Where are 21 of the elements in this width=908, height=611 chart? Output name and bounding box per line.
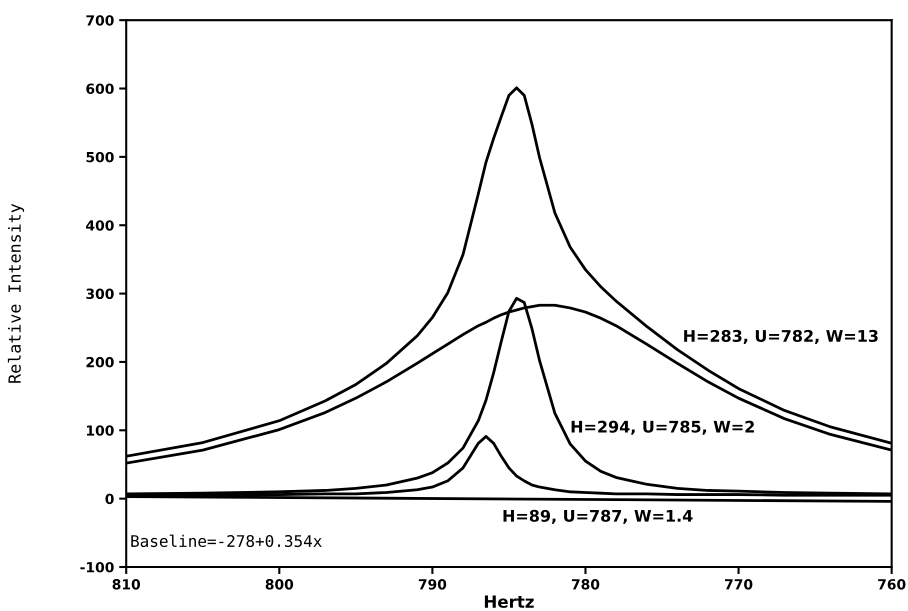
y-tick-label: 300	[86, 288, 114, 300]
y-tick-label: 100	[86, 425, 114, 436]
annotation: H=89, U=787, W=1.4	[504, 510, 693, 524]
x-tick-label: 790	[418, 579, 446, 590]
y-tick-label: 200	[86, 356, 114, 368]
x-tick-label: 800	[266, 579, 294, 590]
y-tick-label: 400	[86, 220, 114, 231]
y-tick-label: 500	[86, 152, 114, 162]
x-tick-label: 760	[878, 579, 906, 590]
y-tick-label: -100	[80, 562, 114, 572]
annotation: Baseline=-278+0.354x	[131, 534, 322, 548]
annotation: H=283, U=782, W=13	[684, 330, 878, 344]
x-tick-label: 810	[112, 579, 140, 590]
y-tick-label: 0	[105, 494, 114, 504]
x-tick-label: 770	[725, 579, 752, 590]
x-tick-label: 780	[572, 579, 600, 590]
x-axis-title: Hertz	[484, 596, 534, 608]
y-tick-label: 600	[86, 83, 114, 94]
y-tick-label: 700	[86, 15, 114, 26]
y-axis-title: Relative Intensity	[8, 204, 24, 383]
annotation: H=294, U=785, W=2	[572, 420, 754, 435]
